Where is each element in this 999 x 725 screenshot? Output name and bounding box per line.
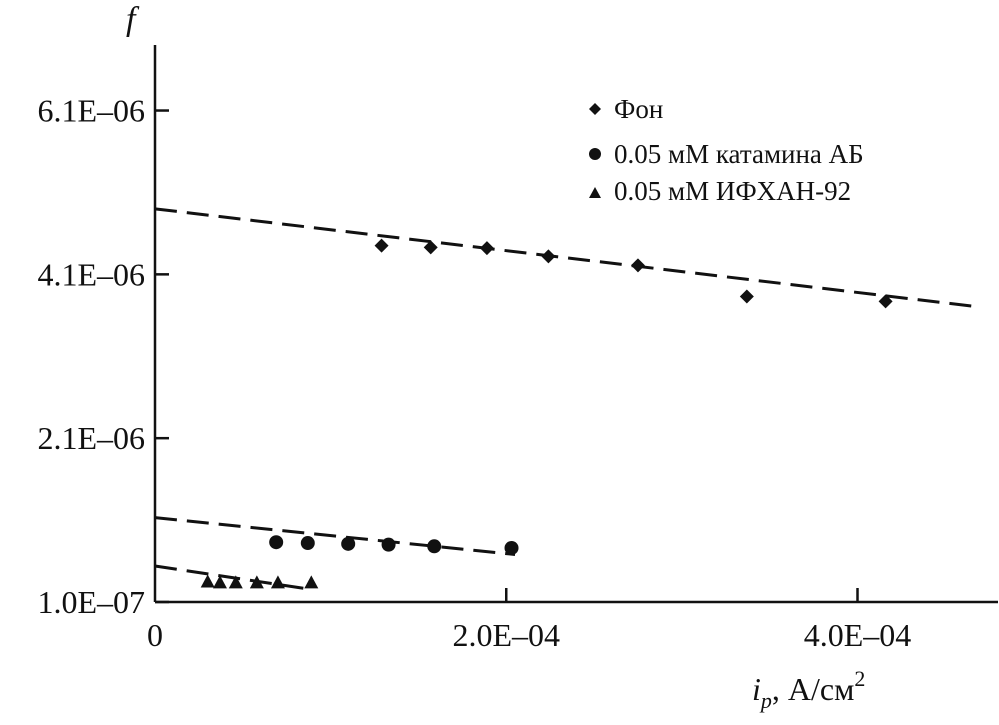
y-axis-label: f [126,1,140,38]
legend-marker-triangle [589,187,601,198]
point-circle [504,540,519,555]
y-tick-label: 6.1E–06 [37,93,145,129]
point-diamond [739,289,754,304]
point-circle [269,535,284,550]
point-diamond [630,258,645,273]
point-circle [300,536,315,551]
point-diamond [541,249,556,264]
legend-item-fon: Фон [589,94,663,124]
ticks: 1.0E–07 2.1E–06 4.1E–06 6.1E–06 0 2.0E–04 4.0E… [37,93,911,653]
legend-marker-diamond [589,103,601,115]
legend-item-ifkhan: 0.05 мМ ИФХАН-92 [589,176,851,206]
legend-label: Фон [614,94,663,124]
point-circle [427,539,442,554]
point-circle [341,536,356,551]
x-axis-label-sup: 2 [854,666,865,691]
fit-line [154,207,981,309]
legend-marker-circle [589,148,601,160]
legend: Фон 0.05 мМ катамина АБ 0.05 мМ ИФХАН-92 [589,94,864,206]
point-triangle [212,575,227,589]
y-tick-label: 4.1E–06 [37,256,145,292]
point-diamond [479,241,494,256]
axes [153,45,998,604]
point-diamond [374,238,389,253]
x-tick-label: 0 [147,617,163,653]
point-triangle [249,575,264,589]
data-points [200,238,893,589]
y-tick-label: 1.0E–07 [37,584,145,620]
point-diamond [878,294,893,309]
legend-label: 0.05 мМ ИФХАН-92 [614,176,851,206]
legend-item-katamin: 0.05 мМ катамина АБ [589,139,864,169]
point-triangle [304,575,319,589]
point-circle [381,537,396,552]
x-axis-label: ip, А/см2 [752,666,865,713]
point-triangle [228,575,243,589]
fit-line [154,564,314,592]
fit-line [154,516,516,556]
x-tick-label: 4.0E–04 [804,617,912,653]
legend-label: 0.05 мМ катамина АБ [614,139,864,169]
y-tick-label: 2.1E–06 [37,420,145,456]
point-triangle [200,574,215,588]
point-diamond [423,240,438,255]
point-triangle [270,575,285,589]
x-axis-label-unit: , А/см [772,671,854,707]
fit-lines [154,207,981,592]
x-axis-label-sub: p [759,688,772,713]
x-axis-label-var: i [752,671,761,707]
x-tick-label: 2.0E–04 [452,617,560,653]
